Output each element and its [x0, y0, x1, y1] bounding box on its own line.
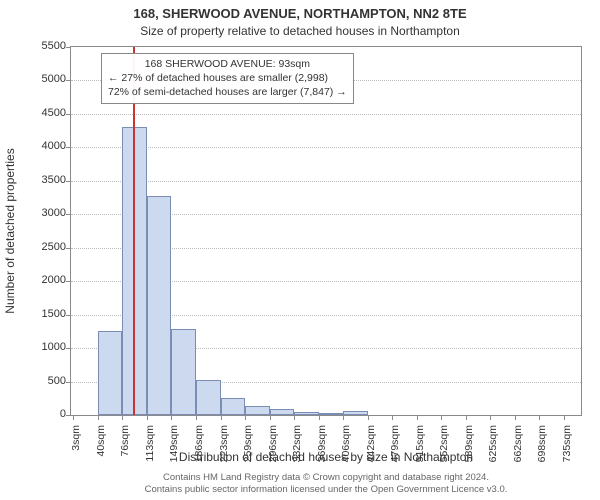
- ytick-mark: [66, 281, 71, 282]
- ytick-mark: [66, 47, 71, 48]
- histogram-bar: [270, 409, 294, 415]
- xtick-mark: [466, 415, 467, 420]
- chart-title-line1: 168, SHERWOOD AVENUE, NORTHAMPTON, NN2 8…: [0, 6, 600, 21]
- ytick-label: 1500: [42, 308, 66, 320]
- histogram-bar: [343, 411, 367, 415]
- annotation-line3: 72% of semi-detached houses are larger (…: [108, 85, 347, 99]
- histogram-bar: [171, 329, 196, 415]
- xtick-mark: [343, 415, 344, 420]
- histogram-bar: [147, 196, 171, 415]
- histogram-bar: [294, 412, 319, 415]
- xtick-mark: [441, 415, 442, 420]
- annotation-line2: ← 27% of detached houses are smaller (2,…: [108, 71, 347, 85]
- xtick-mark: [368, 415, 369, 420]
- ytick-label: 2000: [42, 274, 66, 286]
- xtick-mark: [196, 415, 197, 420]
- ytick-mark: [66, 114, 71, 115]
- xtick-mark: [245, 415, 246, 420]
- xtick-mark: [319, 415, 320, 420]
- chart-title-line2: Size of property relative to detached ho…: [0, 24, 600, 38]
- footer-line1: Contains HM Land Registry data © Crown c…: [70, 472, 582, 484]
- gridline-h: [71, 181, 581, 182]
- ytick-mark: [66, 248, 71, 249]
- ytick-label: 0: [60, 408, 66, 420]
- xtick-mark: [417, 415, 418, 420]
- chart-container: 168, SHERWOOD AVENUE, NORTHAMPTON, NN2 8…: [0, 0, 600, 500]
- footer-attribution: Contains HM Land Registry data © Crown c…: [70, 472, 582, 496]
- xtick-mark: [171, 415, 172, 420]
- ytick-label: 2500: [42, 241, 66, 253]
- xtick-mark: [147, 415, 148, 420]
- xtick-mark: [564, 415, 565, 420]
- y-axis-label: Number of detached properties: [3, 148, 17, 313]
- ytick-label: 4000: [42, 140, 66, 152]
- xtick-mark: [221, 415, 222, 420]
- ytick-mark: [66, 147, 71, 148]
- ytick-mark: [66, 315, 71, 316]
- xtick-mark: [539, 415, 540, 420]
- xtick-mark: [73, 415, 74, 420]
- xtick-mark: [490, 415, 491, 420]
- ytick-label: 4500: [42, 107, 66, 119]
- x-axis-label: Distribution of detached houses by size …: [70, 450, 582, 464]
- xtick-mark: [515, 415, 516, 420]
- ytick-label: 5500: [42, 40, 66, 52]
- xtick-mark: [98, 415, 99, 420]
- ytick-label: 3000: [42, 207, 66, 219]
- histogram-bar: [319, 413, 344, 415]
- ytick-mark: [66, 214, 71, 215]
- ytick-label: 500: [48, 375, 66, 387]
- ytick-mark: [66, 415, 71, 416]
- ytick-label: 5000: [42, 73, 66, 85]
- ytick-mark: [66, 80, 71, 81]
- histogram-bar: [98, 331, 122, 415]
- xtick-mark: [294, 415, 295, 420]
- xtick-mark: [270, 415, 271, 420]
- ytick-label: 3500: [42, 174, 66, 186]
- gridline-h: [71, 114, 581, 115]
- annotation-box: 168 SHERWOOD AVENUE: 93sqm ← 27% of deta…: [101, 53, 354, 104]
- annotation-line1: 168 SHERWOOD AVENUE: 93sqm: [108, 57, 347, 71]
- histogram-bar: [196, 380, 221, 415]
- histogram-bar: [221, 398, 245, 415]
- histogram-bar: [245, 406, 270, 415]
- gridline-h: [71, 147, 581, 148]
- footer-line2: Contains public sector information licen…: [70, 484, 582, 496]
- ytick-mark: [66, 348, 71, 349]
- ytick-mark: [66, 382, 71, 383]
- ytick-mark: [66, 181, 71, 182]
- xtick-mark: [122, 415, 123, 420]
- plot-area: 3sqm40sqm76sqm113sqm149sqm186sqm223sqm25…: [70, 46, 582, 416]
- ytick-label: 1000: [42, 341, 66, 353]
- xtick-mark: [392, 415, 393, 420]
